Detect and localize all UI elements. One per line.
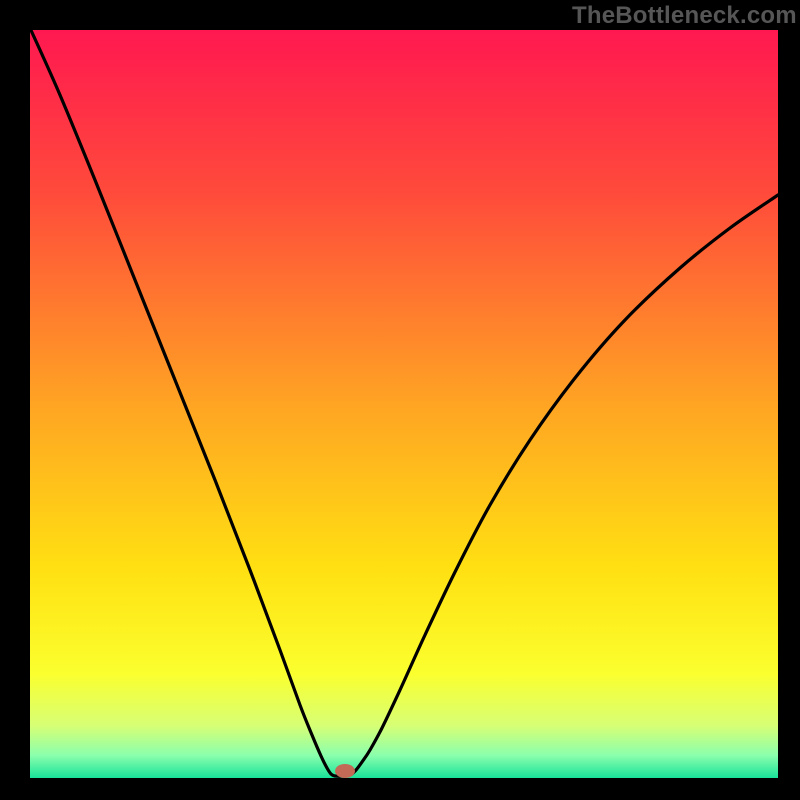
watermark-text: TheBottleneck.com [572, 2, 792, 30]
chart-stage: TheBottleneck.com [0, 0, 800, 800]
gradient-background [30, 30, 778, 778]
